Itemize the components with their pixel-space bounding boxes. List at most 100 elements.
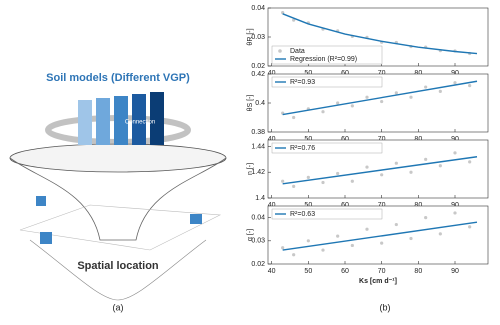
y-axis-label: α [-] bbox=[247, 229, 254, 241]
x-tick-label: 40 bbox=[268, 136, 276, 143]
legend-box bbox=[271, 208, 383, 220]
legend-label: R²=0.63 bbox=[290, 211, 315, 218]
data-point bbox=[292, 18, 296, 22]
small-model bbox=[40, 232, 52, 244]
x-tick-label: 80 bbox=[414, 70, 422, 77]
data-point bbox=[292, 184, 296, 188]
lower-cone bbox=[29, 239, 207, 301]
data-point bbox=[380, 241, 384, 245]
data-point bbox=[453, 81, 457, 85]
x-tick-label: 70 bbox=[378, 136, 386, 143]
data-point bbox=[281, 246, 285, 250]
data-point bbox=[453, 211, 457, 215]
legend-label: R²=0.93 bbox=[290, 79, 315, 86]
x-tick-label: 80 bbox=[414, 136, 422, 143]
data-point bbox=[321, 180, 325, 185]
regression-line bbox=[282, 80, 478, 116]
x-tick-label: 60 bbox=[341, 70, 349, 77]
data-point bbox=[306, 175, 310, 179]
x-axis-label: Ks [cm d⁻¹] bbox=[359, 278, 397, 285]
funnel-rim bbox=[9, 143, 227, 173]
legend-marker bbox=[278, 49, 282, 53]
small-model bbox=[36, 196, 46, 206]
data-point bbox=[380, 173, 384, 177]
data-point bbox=[365, 95, 369, 99]
y-axis-label: θR [-] bbox=[247, 28, 254, 45]
data-point bbox=[321, 248, 325, 252]
data-point bbox=[281, 179, 285, 183]
caption: (b) bbox=[380, 302, 391, 312]
data-point bbox=[424, 157, 428, 161]
y-tick-label: 0.03 bbox=[251, 34, 265, 41]
y-tick-label: 1.4 bbox=[255, 195, 265, 202]
data-point bbox=[468, 225, 472, 229]
x-tick-label: 50 bbox=[304, 70, 312, 77]
y-axis-label: n [-] bbox=[247, 163, 254, 175]
data-point bbox=[453, 151, 457, 155]
x-tick-label: 40 bbox=[268, 268, 276, 275]
diagram: Soil models (Different VGP) Connection S… bbox=[9, 72, 227, 312]
x-tick-label: 90 bbox=[451, 202, 459, 209]
legend-label: Data bbox=[290, 48, 305, 55]
regression-line bbox=[282, 13, 478, 55]
x-tick-label: 80 bbox=[414, 202, 422, 209]
regression-line bbox=[282, 221, 478, 251]
ring-label: Connection bbox=[125, 120, 155, 126]
x-tick-label: 70 bbox=[378, 202, 386, 209]
legend-box bbox=[271, 76, 383, 88]
data-point bbox=[394, 91, 398, 95]
data-point bbox=[336, 234, 340, 238]
data-point bbox=[409, 236, 413, 241]
data-point bbox=[468, 160, 472, 164]
funnel-body bbox=[9, 157, 227, 241]
model-slab bbox=[132, 94, 146, 145]
data-point bbox=[424, 216, 428, 220]
data-point bbox=[394, 222, 398, 227]
data-point bbox=[438, 164, 442, 168]
grid-plane bbox=[19, 204, 222, 251]
data-point bbox=[424, 85, 428, 89]
x-tick-label: 60 bbox=[341, 136, 349, 143]
y-tick-label: 0.02 bbox=[251, 63, 265, 70]
y-tick-label: 0.02 bbox=[251, 261, 265, 268]
data-point bbox=[394, 161, 398, 165]
data-point bbox=[409, 170, 413, 174]
x-tick-label: 70 bbox=[378, 70, 386, 77]
data-point bbox=[350, 104, 354, 108]
x-tick-label: 90 bbox=[451, 136, 459, 143]
y-tick-label: 0.4 bbox=[255, 100, 265, 107]
model-slab bbox=[96, 98, 110, 145]
x-tick-label: 80 bbox=[414, 268, 422, 275]
bottom-label: Spatial location bbox=[77, 260, 159, 272]
data-point bbox=[409, 95, 413, 99]
legend-box bbox=[271, 45, 383, 65]
y-axis-label: θS [-] bbox=[247, 95, 254, 112]
regression-line bbox=[282, 156, 478, 185]
data-point bbox=[468, 84, 472, 88]
data-point bbox=[350, 179, 354, 183]
data-point bbox=[292, 253, 296, 257]
x-tick-label: 90 bbox=[451, 70, 459, 77]
data-point bbox=[350, 243, 354, 248]
x-tick-label: 60 bbox=[341, 202, 349, 209]
model-slab bbox=[114, 96, 128, 145]
x-tick-label: 60 bbox=[341, 268, 349, 275]
caption: (a) bbox=[113, 302, 124, 312]
data-point bbox=[336, 101, 340, 105]
data-point bbox=[365, 227, 369, 231]
model-slab bbox=[78, 100, 92, 145]
x-tick-label: 50 bbox=[304, 136, 312, 143]
x-tick-label: 70 bbox=[378, 268, 386, 275]
data-point bbox=[365, 165, 369, 169]
y-tick-label: 0.04 bbox=[251, 5, 265, 12]
data-point bbox=[438, 89, 442, 93]
x-tick-label: 40 bbox=[268, 70, 276, 77]
data-point bbox=[380, 99, 384, 104]
data-point bbox=[438, 232, 442, 236]
legend-box bbox=[271, 142, 383, 154]
data-point bbox=[336, 171, 340, 176]
legend-label: Regression (R²=0.99) bbox=[290, 56, 357, 63]
x-tick-label: 40 bbox=[268, 202, 276, 209]
data-point bbox=[321, 110, 325, 114]
